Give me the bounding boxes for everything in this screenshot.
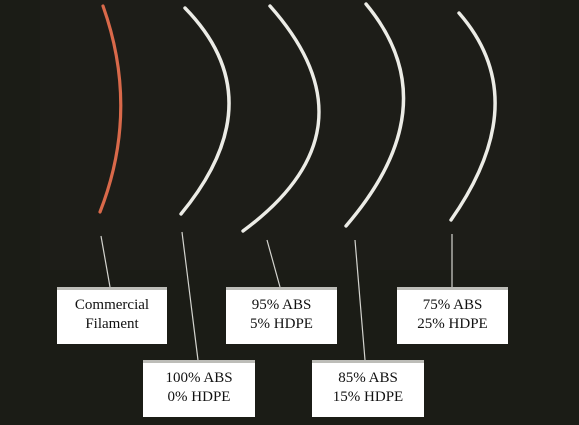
label-commercial-filament: Commercial Filament <box>57 287 167 344</box>
filament-strand-95-abs <box>241 4 321 233</box>
leader-line-85-abs <box>354 239 366 361</box>
filament-strand-100-abs <box>179 6 231 216</box>
leader-line-commercial <box>100 235 111 288</box>
label-line-2: 15% HDPE <box>332 389 404 405</box>
commercial-filament-strand <box>98 4 123 214</box>
label-line-2: 5% HDPE <box>250 316 313 332</box>
label-line-1: 100% ABS <box>165 370 233 386</box>
leader-line-100-abs <box>181 231 199 361</box>
label-95-abs: 95% ABS 5% HDPE <box>226 287 337 344</box>
label-100-abs: 100% ABS 0% HDPE <box>143 360 255 417</box>
label-75-abs: 75% ABS 25% HDPE <box>397 287 508 344</box>
label-line-2: 0% HDPE <box>167 389 231 405</box>
label-line-2: 25% HDPE <box>417 316 488 332</box>
label-line-1: 85% ABS <box>338 370 398 386</box>
label-line-1: 95% ABS <box>251 297 312 313</box>
leader-line-95-abs <box>266 239 281 288</box>
label-line-2: Filament <box>85 316 139 332</box>
filament-strand-75-abs <box>449 11 497 222</box>
filament-strand-85-abs <box>344 2 406 228</box>
label-85-abs: 85% ABS 15% HDPE <box>312 360 424 417</box>
label-line-1: 75% ABS <box>422 297 483 313</box>
label-line-1: Commercial <box>74 297 150 313</box>
photo-area <box>40 0 540 270</box>
